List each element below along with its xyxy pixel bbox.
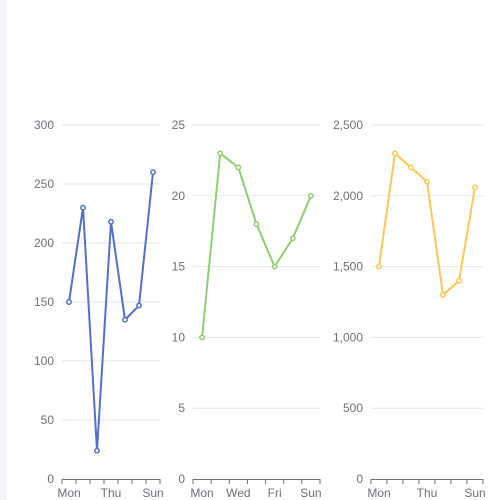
y-tick-label: 5: [178, 401, 185, 415]
y-tick-label: 10: [172, 330, 186, 344]
y-tick-label: 2,000: [333, 189, 363, 203]
data-point: [80, 204, 86, 211]
y-tick-label: 15: [172, 260, 186, 274]
data-point: [122, 316, 128, 323]
y-tick-label: 300: [34, 118, 54, 132]
data-point: [307, 192, 314, 199]
x-tick-label: Mon: [367, 486, 390, 500]
series-line: [378, 152, 476, 296]
series-line: [68, 172, 154, 452]
y-tick-label: 25: [172, 118, 186, 132]
y-tick-label: 20: [172, 189, 186, 203]
y-tick-label: 0: [47, 472, 54, 486]
x-tick-label: Thu: [101, 486, 122, 500]
x-tick-label: Mon: [57, 486, 80, 500]
x-tick-label: Thu: [417, 486, 438, 500]
y-tick-label: 1,000: [333, 330, 363, 344]
y-tick-label: 100: [34, 354, 54, 368]
series-line: [201, 152, 312, 338]
y-tick-label: 500: [343, 401, 363, 415]
chart-2: 0 5 10 15 20 25 Mon Wed Fri Sun: [172, 118, 322, 500]
x-tick-label: Fri: [268, 486, 282, 500]
y-tick-label: 250: [34, 177, 54, 191]
data-point: [376, 263, 382, 270]
data-point: [271, 263, 278, 270]
x-tick-label: Mon: [190, 486, 213, 500]
data-point: [472, 184, 478, 191]
data-point: [289, 235, 296, 242]
data-point: [456, 277, 462, 284]
y-tick-label: 150: [34, 295, 54, 309]
chart-3: 0 500 1,000 1,500 2,000 2,500 Mon Thu Sun: [333, 118, 486, 500]
y-tick-label: 1,500: [333, 260, 363, 274]
data-point: [150, 169, 156, 176]
data-point: [235, 164, 242, 171]
y-tick-label: 2,500: [333, 118, 363, 132]
y-tick-label: 0: [356, 472, 363, 486]
data-point: [440, 291, 446, 298]
data-point: [108, 218, 114, 225]
data-point: [136, 302, 142, 309]
data-point: [424, 178, 430, 185]
data-point: [408, 164, 414, 171]
left-edge-strip: [0, 0, 7, 500]
y-tick-label: 0: [178, 472, 185, 486]
x-tick-label: Sun: [300, 486, 321, 500]
y-tick-label: 50: [41, 413, 55, 427]
data-point: [199, 334, 206, 341]
data-point: [217, 150, 224, 157]
x-tick-label: Sun: [464, 486, 485, 500]
data-point: [392, 150, 398, 157]
data-point: [94, 447, 100, 454]
y-tick-label: 200: [34, 236, 54, 250]
x-tick-label: Sun: [142, 486, 163, 500]
chart-1: 0 50 100 150 200 250 300 Mon Thu Sun: [34, 118, 164, 500]
data-point: [253, 221, 260, 228]
x-tick-label: Wed: [226, 486, 250, 500]
data-point: [66, 299, 72, 305]
